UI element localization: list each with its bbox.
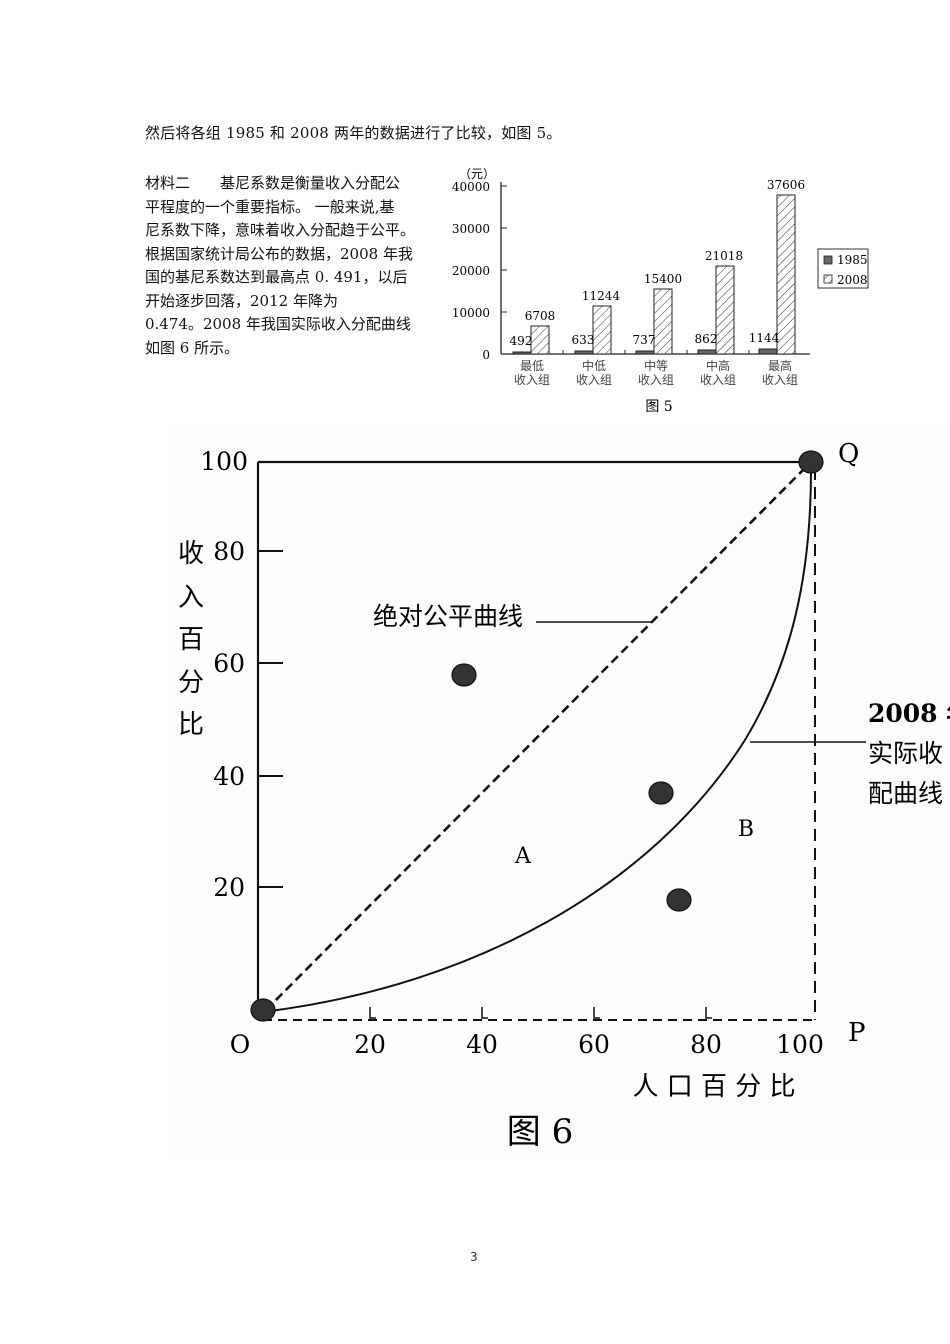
x-tick: 60: [578, 1030, 610, 1059]
curve-label-line: 2008 年: [868, 699, 950, 728]
actual-distribution-curve: [269, 469, 812, 1012]
x-tick: 20: [354, 1030, 386, 1059]
y-tick: 40000: [452, 180, 490, 194]
marker-dot: [648, 781, 674, 805]
area-b-label: B: [738, 817, 754, 842]
value-label: 492: [510, 334, 533, 348]
category-label: 最低: [520, 359, 544, 373]
legend-swatch-2008: [823, 274, 833, 284]
y-unit: （元）: [459, 167, 495, 181]
figure-6-caption: 图 6: [507, 1112, 573, 1152]
equality-line-label: 绝对公平曲线: [373, 602, 523, 631]
legend-swatch-1985: [823, 255, 833, 265]
value-label: 862: [695, 332, 718, 346]
equality-line: [265, 464, 809, 1011]
category-label: 收入组: [576, 373, 612, 387]
point-q: [798, 450, 824, 474]
figure-5-bar-chart: （元） 40000 30000 20000 10000 0 492 6708 6…: [452, 167, 869, 415]
y-label-char: 入: [178, 583, 204, 613]
legend-label: 1985: [837, 253, 868, 267]
bar-1985: [635, 350, 655, 355]
y-label-char: 分: [178, 668, 204, 698]
value-label: 15400: [644, 272, 682, 286]
bar-1985: [574, 350, 594, 355]
bar-1985: [758, 348, 778, 355]
marker-dot: [666, 888, 692, 912]
value-label: 1144: [749, 331, 780, 345]
curve-label-line: 配曲线: [868, 779, 943, 808]
category-label: 收入组: [762, 373, 798, 387]
y-tick: 30000: [452, 222, 490, 236]
para-line: 开始逐步回落，2012 年降为: [145, 291, 338, 310]
material-2-paragraph: 材料二 基尼系数是衡量收入分配公 平程度的一个重要指标。 一般来说,基 尼系数下…: [145, 172, 445, 360]
x-axis-label: 人 口 百 分 比: [632, 1072, 795, 1102]
para-line: 国的基尼系数达到最高点 0. 491，以后: [145, 268, 408, 286]
bar-2008: [592, 305, 612, 355]
category-label: 中低: [582, 358, 606, 373]
bar-2008: [530, 325, 550, 355]
para-line: 根据国家统计局公布的数据，2008 年我: [145, 244, 413, 263]
bar-2008: [653, 288, 673, 355]
point-p-label: P: [848, 1018, 866, 1048]
para-line: 尼系数下降，意味着收入分配趋于公平。: [145, 221, 416, 239]
marker-dot: [451, 663, 477, 687]
value-label: 633: [572, 333, 595, 347]
para-line: 材料二 基尼系数是衡量收入分配公: [145, 174, 401, 192]
y-tick: 40: [213, 762, 245, 791]
origin-point: [250, 998, 276, 1022]
category-label: 中高: [706, 358, 730, 373]
figure-6-lorenz-chart: 100 80 60 40 20 收 入 百 分 比 O 20 40 60 80 …: [170, 430, 950, 1155]
x-tick: 40: [466, 1030, 498, 1059]
y-tick: 20: [213, 873, 245, 902]
value-label: 37606: [767, 178, 805, 192]
y-tick: 20000: [452, 264, 490, 278]
bar-1985: [512, 351, 532, 355]
legend-label: 2008: [837, 273, 868, 287]
category-label: 收入组: [514, 373, 550, 387]
bar-2008: [715, 265, 735, 355]
value-label: 737: [633, 333, 656, 347]
origin-label: O: [230, 1030, 251, 1059]
page-number: 3: [470, 1250, 478, 1264]
value-label: 21018: [705, 249, 743, 263]
x-tick: 80: [690, 1030, 722, 1059]
figure-5-caption: 图 5: [645, 399, 672, 415]
y-tick: 10000: [452, 306, 490, 320]
y-label-char: 比: [178, 710, 204, 740]
curve-label-line: 实际收: [868, 739, 943, 768]
intro-line: 然后将各组 1985 和 2008 两年的数据进行了比较，如图 5。: [145, 124, 562, 142]
y-label-char: 百: [178, 625, 204, 655]
y-label-char: 收: [178, 539, 204, 569]
category-label: 最高: [768, 358, 792, 373]
x-tick: 100: [776, 1030, 824, 1059]
para-line: 0.474。2008 年我国实际收入分配曲线: [145, 315, 411, 333]
value-label: 11244: [582, 289, 621, 303]
para-line: 如图 6 所示。: [145, 338, 240, 357]
y-tick: 80: [213, 537, 245, 566]
para-line: 平程度的一个重要指标。 一般来说,基: [145, 197, 395, 216]
category-label: 中等: [644, 358, 668, 373]
y-tick: 100: [200, 447, 248, 476]
legend: 1985 2008: [817, 248, 869, 289]
category-label: 收入组: [700, 373, 736, 387]
y-tick: 0: [482, 348, 490, 362]
category-label: 收入组: [638, 373, 674, 387]
y-tick: 60: [213, 649, 245, 678]
bar-1985: [697, 349, 717, 355]
value-label: 6708: [525, 309, 556, 323]
bar-2008: [776, 194, 796, 355]
point-q-label: Q: [838, 439, 859, 469]
area-a-label: A: [514, 844, 532, 869]
